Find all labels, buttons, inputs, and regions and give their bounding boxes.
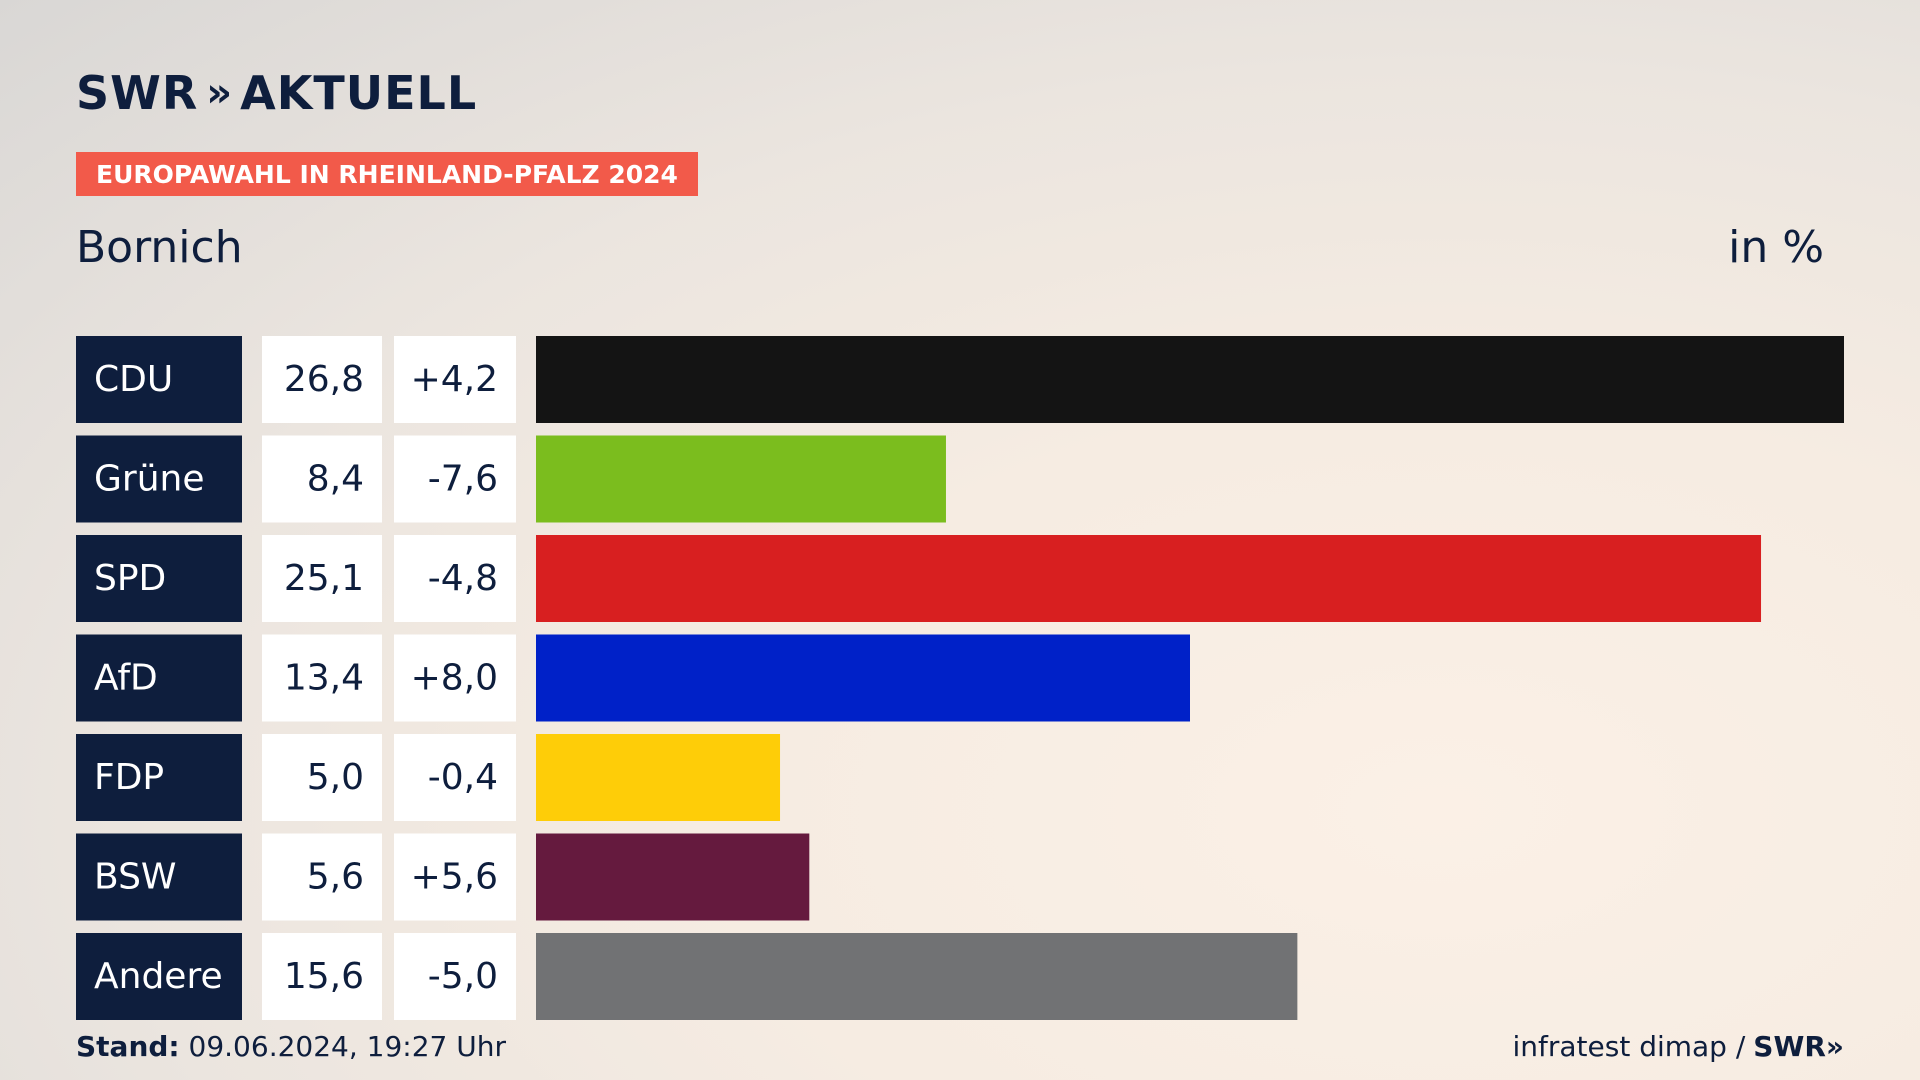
value-box-afd	[262, 634, 382, 722]
change-box-andere	[394, 933, 516, 1020]
stand-label: Stand:	[76, 1030, 180, 1063]
value-box-gr-ne	[262, 435, 382, 523]
change-box-cdu	[394, 336, 516, 423]
change-label-bsw: +5,6	[411, 857, 498, 898]
change-label-andere: -5,0	[428, 956, 498, 997]
change-label-afd: +8,0	[411, 658, 498, 699]
logo-aktuell-text: AKTUELL	[240, 66, 478, 120]
change-box-fdp	[394, 734, 516, 821]
bar-cdu	[536, 336, 1844, 423]
bar-bsw	[536, 833, 810, 921]
party-label-afd: AfD	[94, 658, 158, 699]
election-banner: EUROPAWAHL IN RHEINLAND-PFALZ 2024	[76, 152, 698, 196]
timestamp: Stand: 09.06.2024, 19:27 Uhr	[76, 1030, 506, 1063]
value-label-gr-ne: 8,4	[307, 459, 364, 500]
region-title: Bornich	[76, 222, 243, 273]
value-label-fdp: 5,0	[307, 757, 364, 798]
stand-value: 09.06.2024, 19:27 Uhr	[188, 1030, 506, 1063]
value-box-spd	[262, 535, 382, 622]
change-box-spd	[394, 535, 516, 622]
change-label-spd: -4,8	[428, 558, 498, 599]
change-box-afd	[394, 634, 516, 722]
change-label-cdu: +4,2	[411, 359, 498, 400]
swr-aktuell-logo: SWR » AKTUELL	[76, 66, 477, 120]
unit-label: in %	[1728, 222, 1824, 273]
value-label-spd: 25,1	[284, 558, 364, 599]
source-swr-logo: SWR»	[1753, 1030, 1844, 1063]
party-label-box-spd	[76, 535, 242, 622]
party-label-bsw: BSW	[94, 857, 177, 898]
value-label-afd: 13,4	[284, 658, 364, 699]
party-label-gr-ne: Grüne	[94, 459, 204, 500]
party-label-box-andere	[76, 933, 242, 1020]
party-label-box-bsw	[76, 833, 242, 921]
party-label-fdp: FDP	[94, 757, 164, 798]
bar-afd	[536, 634, 1190, 722]
value-box-bsw	[262, 833, 382, 921]
value-label-andere: 15,6	[284, 956, 364, 997]
bar-gr-ne	[536, 435, 946, 523]
value-box-andere	[262, 933, 382, 1020]
party-label-andere: Andere	[94, 956, 223, 997]
party-label-box-afd	[76, 634, 242, 722]
change-label-gr-ne: -7,6	[428, 459, 498, 500]
party-label-cdu: CDU	[94, 359, 173, 400]
source-credit: infratest dimap / SWR»	[1512, 1030, 1844, 1063]
party-label-box-fdp	[76, 734, 242, 821]
value-box-fdp	[262, 734, 382, 821]
bar-spd	[536, 535, 1762, 622]
source-text: infratest dimap /	[1512, 1030, 1746, 1063]
change-box-gr-ne	[394, 435, 516, 523]
value-label-cdu: 26,8	[284, 359, 364, 400]
change-label-fdp: -0,4	[428, 757, 498, 798]
party-label-box-cdu	[76, 336, 242, 423]
party-label-box-gr-ne	[76, 435, 242, 523]
bar-fdp	[536, 734, 781, 821]
value-box-cdu	[262, 336, 382, 423]
party-label-spd: SPD	[94, 558, 166, 599]
bar-andere	[536, 933, 1298, 1020]
logo-swr-text: SWR	[76, 66, 199, 120]
change-box-bsw	[394, 833, 516, 921]
value-label-bsw: 5,6	[307, 857, 364, 898]
